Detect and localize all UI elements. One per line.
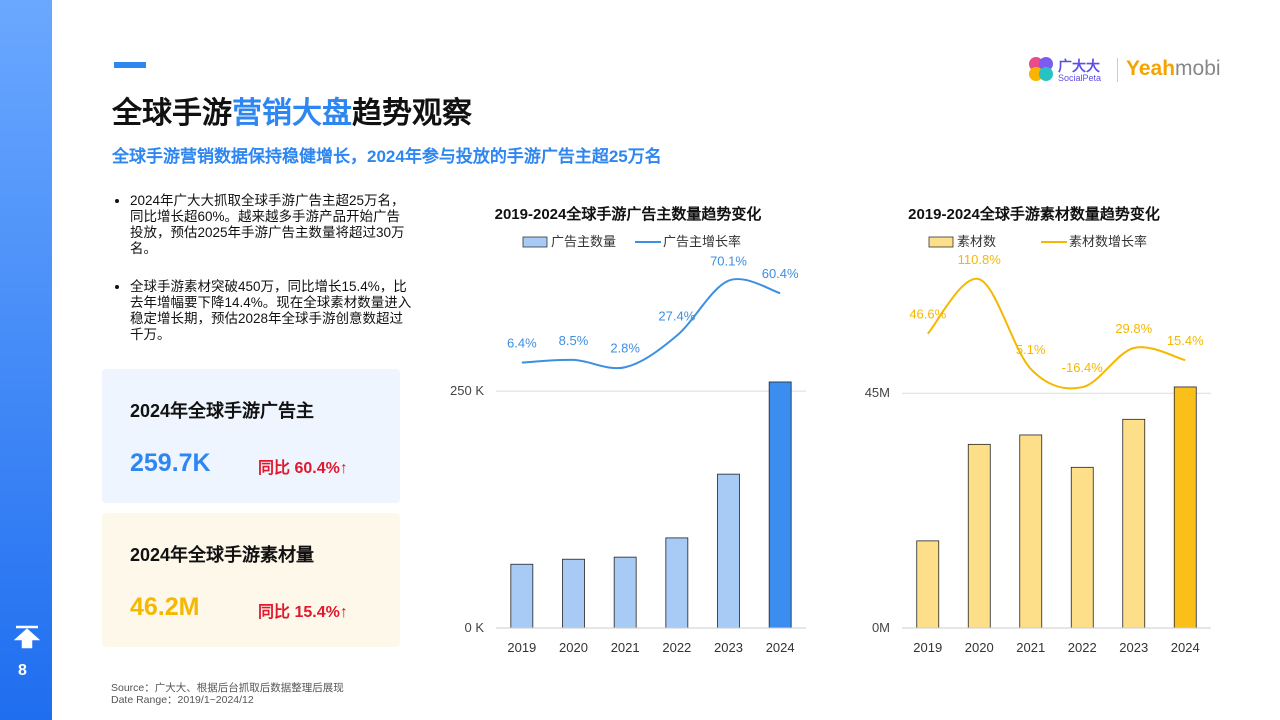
page-number: 8 — [18, 662, 27, 679]
card-value: 46.2M — [130, 593, 200, 621]
line — [926, 278, 1186, 390]
data-label: 2.8% — [610, 340, 640, 355]
brand: Yeahmobi — [1126, 57, 1221, 81]
footer: Source：广大大、根据后台抓取后数据整理后展现 Date Range：2019… — [111, 682, 344, 706]
x-tick-label: 2021 — [1016, 640, 1045, 655]
card-title: 2024年全球手游素材量 — [130, 545, 315, 565]
logo: 广大大 SocialPeta Yeahmobi — [1028, 56, 1228, 86]
x-tick-label: 2019 — [913, 640, 942, 655]
source: Source：广大大、根据后台抓取后数据整理后展现 — [111, 682, 344, 694]
x-tick-label: 2024 — [766, 640, 795, 655]
title-part: 趋势观察 — [352, 97, 472, 130]
data-label: 29.8% — [1115, 321, 1152, 336]
card-change: 同比 15.4%↑ — [258, 604, 348, 621]
data-label: 70.1% — [710, 254, 747, 269]
data-label: 15.4% — [1167, 333, 1204, 348]
x-tick-label: 2020 — [559, 640, 588, 655]
title: 全球手游营销大盘趋势观察 — [112, 88, 472, 132]
accent-bar — [114, 62, 146, 68]
bar — [1019, 434, 1043, 629]
bar — [967, 443, 991, 629]
legend-label: 广告主增长率 — [663, 234, 741, 249]
brand-b: mobi — [1175, 57, 1221, 80]
brand-a: Yeah — [1126, 57, 1176, 80]
chart-title: 2019-2024全球手游素材数量趋势变化 — [908, 205, 1160, 223]
bar — [665, 537, 689, 629]
bullets: 2024年广大大抓取全球手游广告主超25万名，同比增长超60%。越来越多手游产品… — [112, 193, 412, 365]
y-tick-label: 0 K — [464, 620, 484, 635]
y-tick-label: 250 K — [450, 383, 484, 398]
line — [521, 278, 781, 370]
x-tick-label: 2023 — [1119, 640, 1148, 655]
legend-label: 素材数增长率 — [1069, 234, 1147, 249]
data-label: 27.4% — [658, 309, 695, 324]
card-title: 2024年全球手游广告主 — [130, 401, 315, 421]
card: 2024年全球手游素材量 46.2M 同比 15.4%↑ — [102, 513, 400, 647]
x-tick-label: 2021 — [611, 640, 640, 655]
y-tick-label: 45M — [865, 385, 890, 400]
data-label: 6.4% — [507, 336, 537, 351]
subtitle: 全球手游营销数据保持稳健增长，2024年参与投放的手游广告主超25万名 — [112, 147, 662, 166]
bar — [562, 558, 585, 629]
card-value: 259.7K — [130, 449, 211, 477]
data-label: -16.4% — [1062, 360, 1104, 375]
x-tick-label: 2024 — [1171, 640, 1200, 655]
bar — [1070, 466, 1094, 629]
x-tick-label: 2019 — [507, 640, 536, 655]
x-tick-label: 2023 — [714, 640, 743, 655]
bar — [510, 563, 534, 629]
data-label: 5.1% — [1016, 342, 1046, 357]
logo-cn: 广大大 — [1058, 58, 1100, 74]
bar — [916, 540, 940, 629]
bar — [717, 473, 740, 629]
card: 2024年全球手游广告主 259.7K 同比 60.4%↑ — [102, 369, 400, 503]
bullet: 全球手游素材突破450万，同比增长15.4%，比去年增幅要下降14.4%。现在全… — [130, 279, 412, 343]
legend-label: 素材数 — [957, 234, 996, 249]
x-tick-label: 2022 — [1068, 640, 1097, 655]
x-tick-label: 2022 — [662, 640, 691, 655]
date-range: Date Range：2019/1~2024/12 — [111, 694, 254, 706]
x-tick-label: 2020 — [965, 640, 994, 655]
data-label: 110.8% — [958, 252, 1002, 267]
logo-en: SocialPeta — [1058, 73, 1102, 83]
y-tick-label: 0M — [872, 620, 890, 635]
bar — [768, 381, 792, 629]
data-label: 46.6% — [909, 307, 946, 322]
chart-title: 2019-2024全球手游广告主数量趋势变化 — [495, 205, 762, 223]
legend-swatch — [522, 236, 548, 248]
title-part: 营销大盘 — [232, 97, 352, 130]
data-label: 60.4% — [762, 266, 799, 281]
legend-label: 广告主数量 — [551, 234, 616, 249]
bar — [613, 556, 637, 629]
sidebar — [0, 0, 52, 720]
card-change: 同比 60.4%↑ — [258, 460, 348, 477]
data-label: 8.5% — [559, 333, 589, 348]
legend-swatch — [928, 236, 954, 248]
top-icon[interactable] — [13, 625, 41, 649]
bar — [1122, 418, 1146, 629]
bullet: 2024年广大大抓取全球手游广告主超25万名，同比增长超60%。越来越多手游产品… — [130, 193, 412, 257]
bar — [1173, 386, 1197, 629]
title-part: 全球手游 — [112, 97, 232, 130]
